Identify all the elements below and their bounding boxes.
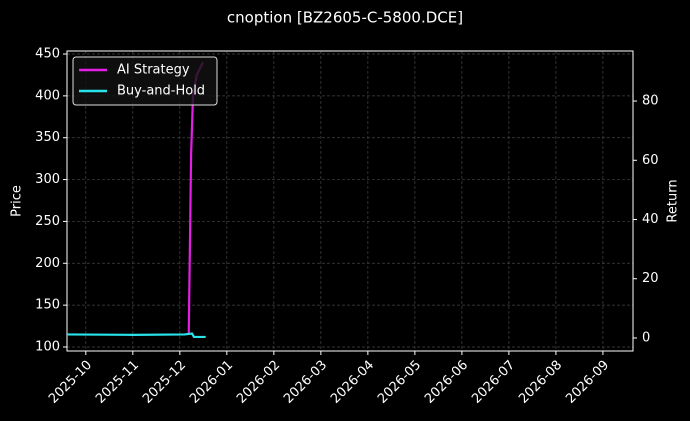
legend-label: AI Strategy bbox=[117, 63, 190, 78]
y-tick-label: 400 bbox=[35, 88, 60, 103]
y-tick-label: 450 bbox=[35, 47, 60, 62]
plot-frame bbox=[66, 50, 634, 352]
x-tick-label: 2026-07 bbox=[469, 358, 518, 407]
y2-tick-label: 80 bbox=[642, 94, 659, 109]
chart-title: cnoption [BZ2605-C-5800.DCE] bbox=[227, 9, 463, 27]
x-tick-label: 2026-01 bbox=[187, 358, 236, 407]
y2-axis-label: Return bbox=[666, 179, 681, 222]
x-tick-label: 2025-10 bbox=[46, 358, 95, 407]
y2-tick-label: 20 bbox=[642, 271, 659, 286]
legend-box bbox=[72, 56, 218, 106]
x-tick-label: 2025-12 bbox=[140, 358, 189, 407]
x-tick-label: 2025-11 bbox=[93, 358, 142, 407]
x-tick-label: 2026-05 bbox=[375, 358, 424, 407]
y-tick-label: 200 bbox=[35, 256, 60, 271]
y-tick-label: 350 bbox=[35, 130, 60, 145]
y-tick-label: 300 bbox=[35, 172, 60, 187]
series-line bbox=[66, 332, 206, 339]
x-tick-label: 2026-06 bbox=[422, 358, 471, 407]
x-tick-label: 2026-03 bbox=[281, 358, 330, 407]
y2-tick-label: 0 bbox=[642, 330, 650, 345]
y2-tick-label: 40 bbox=[642, 212, 659, 227]
y-tick-label: 100 bbox=[35, 339, 60, 354]
x-tick-label: 2026-04 bbox=[328, 358, 377, 407]
legend-label: Buy-and-Hold bbox=[117, 84, 205, 99]
y-axis-label: Price bbox=[10, 185, 25, 217]
x-tick-label: 2026-08 bbox=[516, 358, 565, 407]
y-tick-label: 250 bbox=[35, 214, 60, 229]
x-tick-label: 2026-09 bbox=[563, 358, 612, 407]
y2-tick-label: 60 bbox=[642, 153, 659, 168]
x-tick-label: 2026-02 bbox=[234, 358, 283, 407]
y-tick-label: 150 bbox=[35, 298, 60, 313]
